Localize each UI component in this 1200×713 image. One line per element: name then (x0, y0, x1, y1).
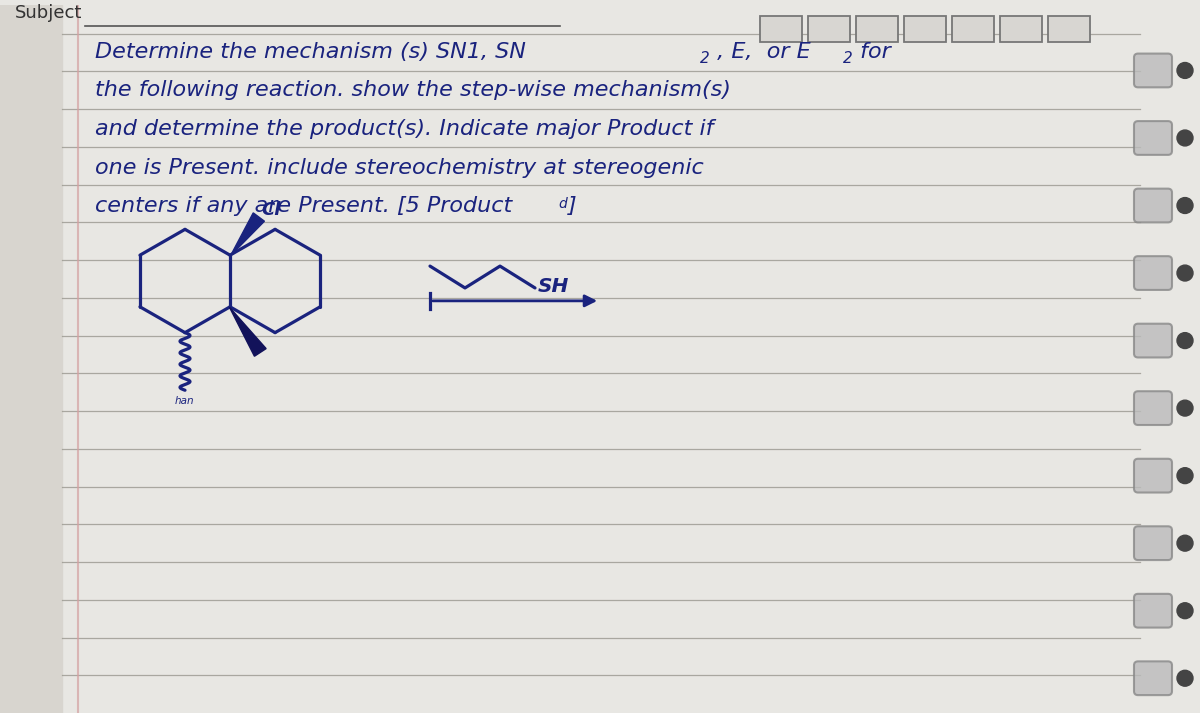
FancyBboxPatch shape (1134, 256, 1172, 290)
FancyBboxPatch shape (1000, 16, 1042, 41)
Polygon shape (230, 213, 264, 255)
Text: 2: 2 (700, 51, 709, 66)
Bar (0, 5, 62, 713)
Circle shape (1177, 198, 1193, 213)
Text: for: for (853, 41, 890, 61)
Circle shape (1177, 535, 1193, 551)
FancyBboxPatch shape (1134, 189, 1172, 222)
FancyBboxPatch shape (1134, 121, 1172, 155)
FancyBboxPatch shape (1134, 324, 1172, 357)
Text: and determine the product(s). Indicate major Product if: and determine the product(s). Indicate m… (95, 119, 714, 139)
Text: Determine the mechanism (s) SN1, SN: Determine the mechanism (s) SN1, SN (95, 41, 526, 61)
FancyBboxPatch shape (1134, 594, 1172, 627)
Text: centers if any are Present. [5 Product: centers if any are Present. [5 Product (95, 197, 512, 217)
Text: han: han (175, 396, 194, 406)
Text: , E,  or E: , E, or E (710, 41, 811, 61)
FancyBboxPatch shape (952, 16, 994, 41)
FancyBboxPatch shape (760, 16, 802, 41)
Text: one is Present. include stereochemistry at stereogenic: one is Present. include stereochemistry … (95, 158, 703, 178)
FancyBboxPatch shape (1134, 391, 1172, 425)
Text: 2: 2 (842, 51, 853, 66)
Text: SH: SH (538, 277, 569, 296)
Text: d: d (558, 198, 566, 212)
Circle shape (1177, 130, 1193, 146)
FancyBboxPatch shape (904, 16, 946, 41)
Circle shape (1177, 265, 1193, 281)
FancyBboxPatch shape (1134, 53, 1172, 87)
Circle shape (1177, 670, 1193, 686)
FancyBboxPatch shape (856, 16, 898, 41)
Circle shape (1177, 63, 1193, 78)
FancyBboxPatch shape (1134, 662, 1172, 695)
FancyBboxPatch shape (1134, 458, 1172, 493)
Circle shape (1177, 468, 1193, 483)
Circle shape (1177, 333, 1193, 349)
Text: Subject: Subject (14, 4, 83, 22)
FancyBboxPatch shape (1048, 16, 1090, 41)
Polygon shape (229, 307, 266, 356)
Circle shape (1177, 602, 1193, 619)
Text: Cl: Cl (262, 201, 281, 219)
FancyBboxPatch shape (808, 16, 850, 41)
Circle shape (1177, 400, 1193, 416)
FancyBboxPatch shape (1134, 526, 1172, 560)
Text: ]: ] (568, 197, 577, 217)
Text: the following reaction. show the step-wise mechanism(s): the following reaction. show the step-wi… (95, 81, 731, 101)
